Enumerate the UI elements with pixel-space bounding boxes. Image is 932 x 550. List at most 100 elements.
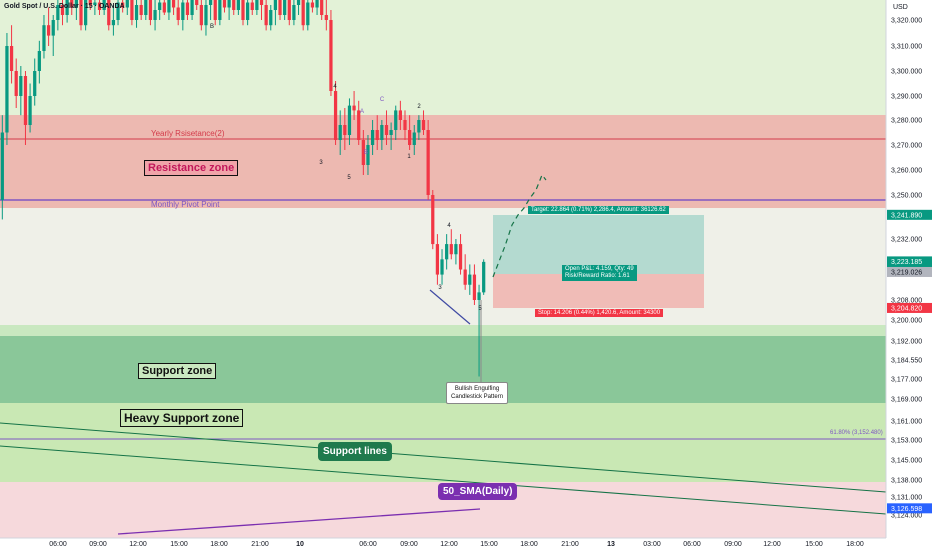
candle-body (60, 5, 65, 15)
time-tick-label: 18:00 (520, 541, 538, 548)
price-tick-label: 3,200.000 (891, 318, 922, 325)
candle (463, 254, 467, 290)
candle (408, 115, 412, 150)
time-tick-label: 09:00 (724, 541, 742, 548)
candle-body (366, 145, 370, 165)
candle (130, 0, 134, 26)
candle-body (389, 130, 393, 135)
candle (329, 10, 333, 96)
yearly-resistance-label: Yearly Rsisetance(2) (151, 129, 225, 138)
candle (264, 0, 268, 31)
candle-body (273, 0, 278, 10)
candle-body (296, 0, 301, 5)
price-tick-label: 3,177.000 (891, 377, 922, 384)
candle-body (477, 292, 481, 300)
candle (357, 100, 361, 145)
candle-body (445, 244, 449, 260)
candle-body (343, 125, 347, 135)
candle-body (46, 25, 51, 36)
currency-label: USD (893, 4, 908, 11)
candle-body (259, 0, 264, 5)
candle (232, 0, 236, 15)
candle-body (408, 130, 412, 145)
candle-body (0, 132, 4, 200)
candle (28, 83, 32, 133)
candle (84, 0, 88, 31)
candle (74, 0, 78, 20)
candle-body (171, 0, 176, 8)
time-axis-ticks: 06:00 09:00 12:00 15:00 18:00 21:00 10 06:00 09:… (49, 541, 864, 548)
candle (394, 105, 398, 140)
time-tick-label: 06:00 (49, 541, 67, 548)
wave-label: 3 (438, 285, 442, 291)
candle-body (79, 0, 83, 26)
time-tick-label: 15:00 (805, 541, 823, 548)
time-tick-label: 03:00 (643, 541, 661, 548)
time-tick-label: 21:00 (561, 541, 579, 548)
price-tags: 3,241.8903,223.18505:083,219.0263,204.82… (887, 209, 932, 514)
candle-body (42, 25, 46, 51)
candle-body (28, 96, 32, 125)
price-tag-bg (887, 209, 932, 220)
time-tick-label: 12:00 (129, 541, 147, 548)
price-tick-label: 3,192.000 (891, 339, 922, 346)
candle-body (458, 244, 463, 270)
candle-body (338, 125, 342, 140)
candle-body (130, 0, 134, 20)
price-tick-label: 3,153.000 (891, 438, 922, 445)
candle-body (283, 0, 287, 15)
candle-body (181, 2, 185, 20)
candle (255, 0, 259, 15)
price-tag-value: 3,223.185 (891, 259, 922, 266)
candle (301, 0, 305, 31)
candle-body (357, 110, 361, 140)
candle (144, 0, 148, 20)
price-tick-label: 3,300.000 (891, 69, 922, 76)
candles-group (0, 0, 486, 377)
price-axis-ticks: 3,320.000 3,310.000 3,300.000 3,290.000 3,28… (891, 18, 922, 520)
candle-body (158, 2, 162, 10)
time-tick-label: 09:00 (400, 541, 418, 548)
stop-label: Stop: 14.206 (0.44%) 1,420.6, Amount: 34… (535, 309, 664, 317)
candle-body (74, 0, 78, 8)
time-tick-label: 15:00 (170, 541, 188, 548)
time-tick-label: 12:00 (763, 541, 781, 548)
candle (204, 0, 208, 36)
candle (296, 0, 301, 15)
candle (361, 130, 365, 175)
candle-body (199, 5, 203, 26)
candle (435, 234, 440, 285)
support-zone-bg (0, 336, 886, 403)
candle-body (236, 0, 240, 10)
price-tick-label: 3,232.000 (891, 237, 922, 244)
candle-body (380, 125, 384, 140)
candle-body (449, 244, 453, 255)
candle (347, 98, 352, 145)
wave-label: A (360, 109, 364, 115)
candle (107, 0, 111, 31)
candle-body (153, 10, 157, 20)
candle-body (9, 46, 14, 71)
candle (384, 110, 389, 145)
price-tag-stop: 3,204.820 (887, 302, 932, 313)
candle (60, 0, 65, 26)
candle-body (19, 76, 23, 96)
candle-body (435, 244, 440, 275)
candle-body (246, 2, 250, 20)
candle-body (264, 5, 268, 26)
price-tag-value: 3,219.026 (891, 269, 922, 276)
candle-body (398, 110, 402, 120)
pattern-line-2: Candlestick Pattern (451, 394, 504, 400)
candle (181, 0, 185, 31)
time-tick-label: 10 (296, 541, 304, 548)
price-tag-value: 3,126.598 (891, 506, 922, 513)
candle-body (472, 274, 477, 300)
candle-body (37, 51, 41, 71)
candle (37, 40, 41, 84)
candle (9, 25, 14, 84)
candle (292, 0, 296, 26)
price-tick-label: 3,320.000 (891, 18, 922, 25)
price-tick-label: 3,138.000 (891, 478, 922, 485)
candle (199, 0, 203, 31)
